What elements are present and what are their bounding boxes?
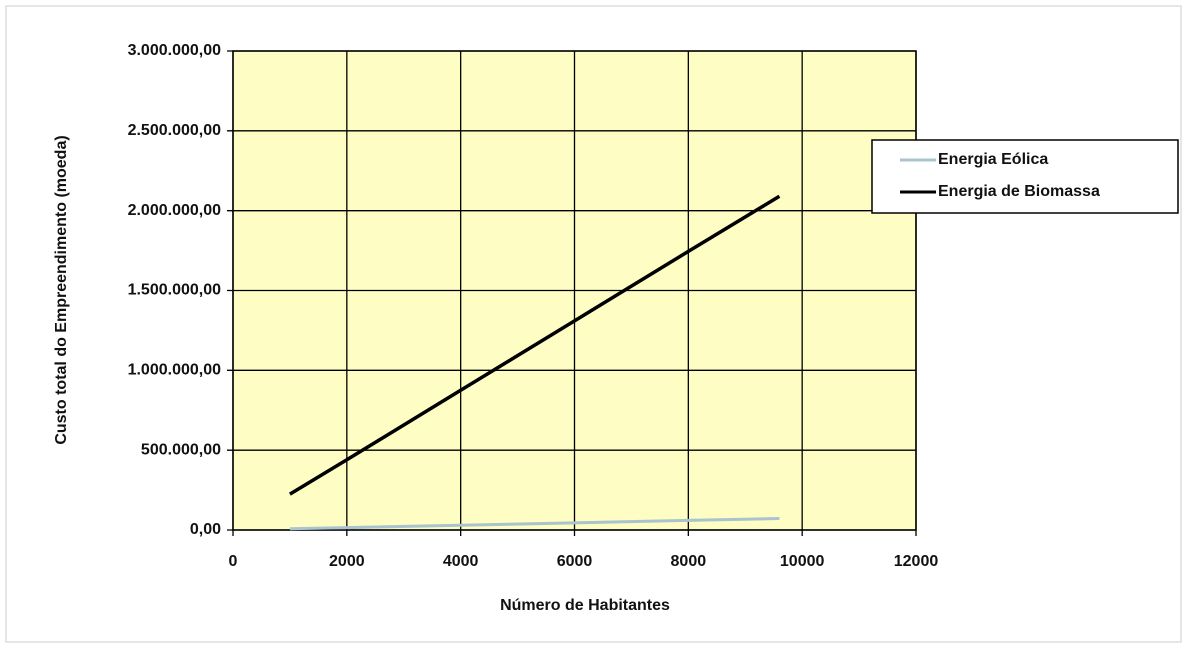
y-tick-label: 2.000.000,00	[128, 202, 222, 219]
y-tick-label: 1.000.000,00	[128, 362, 222, 379]
x-tick-label: 8000	[671, 553, 707, 570]
legend-label: Energia de Biomassa	[938, 183, 1100, 200]
x-tick-label: 4000	[443, 553, 479, 570]
x-axis-label: Número de Habitantes	[500, 597, 670, 614]
y-tick-label: 500.000,00	[141, 441, 221, 458]
legend-label: Energia Eólica	[938, 151, 1048, 168]
y-tick-label: 0,00	[190, 521, 221, 538]
y-tick-label: 2.500.000,00	[128, 122, 222, 139]
frame	[5, 5, 1182, 643]
x-tick-label: 2000	[329, 553, 365, 570]
x-tick-label: 6000	[557, 553, 593, 570]
y-axis-label: Custo total do Empreendimento (moeda)	[53, 135, 70, 444]
legend-box	[871, 139, 1179, 214]
y-tick-label: 1.500.000,00	[128, 282, 222, 299]
y-tick-label: 3.000.000,00	[128, 42, 222, 59]
x-tick-label: 12000	[894, 553, 939, 570]
x-tick-label: 0	[229, 553, 238, 570]
series-line	[289, 517, 780, 531]
x-tick-label: 10000	[780, 553, 825, 570]
series-line	[289, 194, 781, 496]
